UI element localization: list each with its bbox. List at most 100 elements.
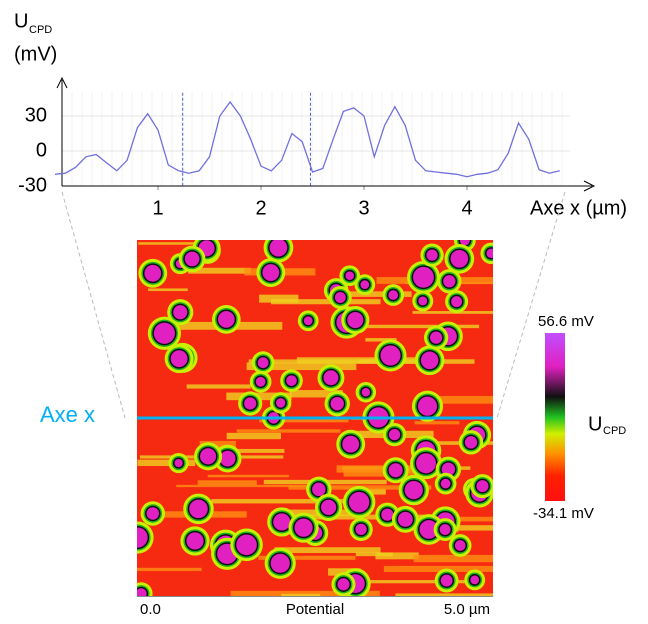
map-streak	[226, 432, 281, 440]
domain-core	[464, 436, 478, 449]
map-streak	[148, 288, 188, 292]
domain-core	[443, 275, 456, 288]
map-streak	[326, 291, 412, 297]
domain-core	[186, 532, 204, 550]
domain-core	[262, 264, 280, 281]
colorbar-title: U	[588, 413, 602, 435]
colorbar	[545, 333, 565, 501]
map-streak	[248, 359, 380, 364]
map-streak	[274, 547, 381, 554]
map-streak	[197, 480, 257, 486]
y-tick-label: -30	[18, 174, 47, 196]
domain-core	[217, 311, 235, 328]
map-streak	[281, 593, 321, 596]
y-axis-arrow	[56, 76, 68, 89]
domain-core	[270, 553, 290, 573]
domain-core	[257, 357, 269, 369]
map-streak	[137, 459, 196, 467]
domain-core	[189, 499, 208, 519]
domain-core	[388, 463, 403, 478]
map-streak	[211, 499, 348, 504]
domain-core	[430, 331, 443, 344]
map-streak	[395, 593, 493, 596]
domain-core	[173, 305, 188, 320]
map-streak	[236, 429, 341, 433]
map-streak	[176, 484, 314, 488]
map-streak	[413, 554, 493, 563]
map-streak	[188, 267, 251, 274]
domain-core	[345, 271, 355, 281]
domain-core	[439, 524, 451, 536]
domain-core	[255, 376, 266, 387]
domain-core	[174, 458, 183, 468]
x-axis-arrow	[583, 180, 596, 192]
domain-core	[404, 480, 423, 500]
domain-core	[294, 518, 313, 537]
x-label: Axe x (µm)	[530, 197, 627, 219]
domain-core	[360, 280, 370, 290]
domain-core	[397, 511, 413, 527]
map-x-end: 5.0 µm	[444, 601, 490, 618]
map-streak	[289, 390, 343, 398]
domain-core	[440, 574, 453, 587]
map-streak	[355, 552, 393, 557]
map-streak	[358, 580, 483, 584]
map-axis	[137, 596, 493, 597]
x-tick-label: 2	[255, 197, 266, 219]
map-streak	[343, 324, 480, 329]
domain-core	[347, 311, 364, 329]
map-streak	[137, 567, 202, 572]
domain-core	[450, 249, 469, 268]
map-streak	[383, 565, 493, 572]
map-streak	[365, 338, 397, 342]
domain-core	[451, 296, 463, 308]
domain-core	[416, 453, 437, 474]
domain-core	[454, 540, 466, 551]
domain-core	[320, 499, 337, 516]
map-streak	[138, 242, 218, 245]
domain-core	[441, 462, 456, 477]
y-tick-label: 0	[36, 139, 47, 161]
map-streak	[212, 448, 285, 453]
map-streak	[258, 555, 356, 560]
domain-core	[170, 350, 188, 368]
domain-core	[413, 266, 434, 288]
y-label-subscript: CPD	[29, 24, 52, 36]
domain-core	[312, 482, 326, 497]
profile-line	[54, 100, 560, 178]
domain-core	[348, 491, 370, 513]
domain-core	[146, 507, 160, 520]
colorbar-min: -34.1 mV	[533, 505, 594, 522]
domain-core	[334, 292, 346, 303]
potential-map	[137, 240, 493, 596]
domain-core	[200, 448, 217, 465]
map-streak	[207, 474, 290, 478]
domain-core	[459, 240, 470, 246]
domain-core	[337, 578, 350, 591]
y-label: U	[14, 10, 28, 32]
x-tick-label: 4	[461, 197, 472, 219]
domain-core	[244, 397, 257, 410]
map-streak	[271, 299, 381, 305]
domain-core	[420, 351, 439, 370]
map-streak	[186, 384, 251, 389]
map-streak	[375, 552, 419, 560]
guide-line	[61, 191, 126, 419]
domain-core	[236, 534, 257, 556]
domain-core	[323, 370, 339, 386]
map-streak	[259, 294, 299, 303]
domain-core	[486, 248, 493, 259]
plot: -30 0 30 1 2 3 4	[18, 76, 596, 219]
domain-core	[388, 290, 399, 300]
map-caption: Potential	[286, 601, 344, 618]
y-tick-label: 30	[25, 104, 47, 126]
map-streak	[412, 311, 493, 314]
guide-line	[496, 191, 566, 419]
map-streak	[230, 590, 380, 596]
domain-core	[286, 375, 297, 386]
domain-core	[137, 527, 148, 548]
domain-core	[361, 387, 371, 397]
domain-core	[144, 264, 162, 282]
domain-core	[273, 513, 291, 531]
map-streak	[199, 440, 236, 448]
